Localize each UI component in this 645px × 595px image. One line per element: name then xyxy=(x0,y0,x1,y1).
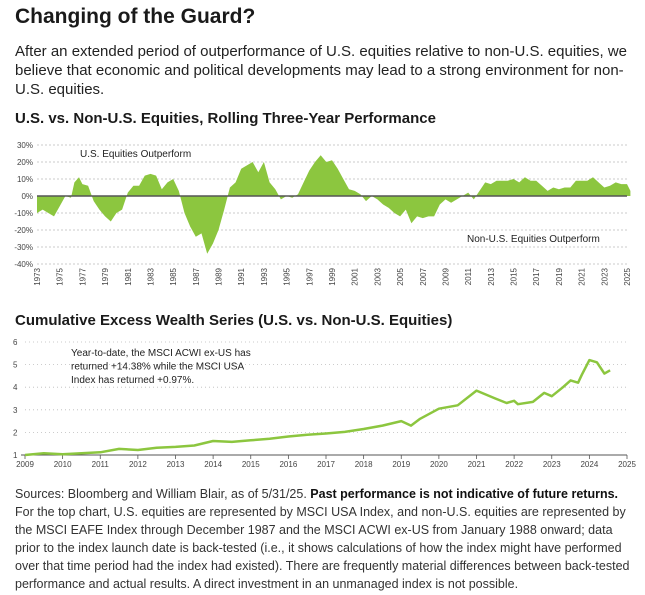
x-tick-label: 1977 xyxy=(78,267,87,285)
x-tick-label: 1995 xyxy=(283,267,292,285)
x-tick-label: 2012 xyxy=(129,460,147,469)
x-tick-label: 1973 xyxy=(33,267,42,285)
y-tick-label: 0% xyxy=(21,192,33,201)
x-tick-label: 2005 xyxy=(396,267,405,285)
x-tick-label: 2024 xyxy=(580,460,598,469)
x-tick-label: 2021 xyxy=(578,267,587,285)
x-tick-label: 2011 xyxy=(92,460,110,469)
x-tick-label: 2019 xyxy=(392,460,410,469)
footnote-sources: Sources: Bloomberg and William Blair, as… xyxy=(15,487,307,501)
chart2-title: Cumulative Excess Wealth Series (U.S. vs… xyxy=(15,312,453,329)
y-tick-label: 5 xyxy=(13,361,18,370)
y-tick-label: 2 xyxy=(13,428,18,437)
x-tick-label: 1981 xyxy=(124,267,133,285)
x-tick-label: 2003 xyxy=(373,267,382,285)
annotation-ytd-line: returned +14.38% while the MSCI USA xyxy=(71,362,244,373)
x-tick-label: 2009 xyxy=(16,460,34,469)
footnote-body: For the top chart, U.S. equities are rep… xyxy=(15,505,630,591)
x-tick-label: 2007 xyxy=(419,267,428,285)
x-tick-label: 2001 xyxy=(351,267,360,285)
x-tick-label: 2009 xyxy=(441,267,450,285)
annotation-ytd-line: Year-to-date, the MSCI ACWI ex-US has xyxy=(71,348,251,359)
y-tick-label: -10% xyxy=(14,209,33,218)
x-tick-label: 1987 xyxy=(192,267,201,285)
page-title: Changing of the Guard? xyxy=(15,5,256,28)
rolling-performance-chart: 30% 20% 10% 0% -10% -20% -30% -40%1973 1975 1977 1… xyxy=(14,141,632,286)
x-tick-label: 2025 xyxy=(623,267,632,285)
x-tick-label: 1983 xyxy=(146,267,155,285)
y-tick-label: 4 xyxy=(13,383,18,392)
x-tick-label: 2023 xyxy=(600,267,609,285)
x-tick-label: 1979 xyxy=(101,267,110,285)
x-tick-label: 2019 xyxy=(555,267,564,285)
excess-wealth-chart: 1 2 3 4 5 6 2009 2010 2011 2012 2013 2014 2015 2016 20… xyxy=(13,338,636,469)
x-tick-label: 2010 xyxy=(54,460,72,469)
x-tick-label: 2017 xyxy=(317,460,335,469)
x-tick-label: 2013 xyxy=(167,460,185,469)
annotation-ytd-line: Index has returned +0.97%. xyxy=(71,375,194,386)
area-series xyxy=(37,155,631,254)
x-tick-label: 2016 xyxy=(279,460,297,469)
y-tick-label: 20% xyxy=(17,158,33,167)
x-tick-label: 1993 xyxy=(260,267,269,285)
annotation-nonus-outperform: Non-U.S. Equities Outperform xyxy=(467,234,600,245)
x-tick-label: 2021 xyxy=(468,460,486,469)
x-tick-label: 1989 xyxy=(215,267,224,285)
x-tick-label: 2013 xyxy=(487,267,496,285)
x-tick-label: 1985 xyxy=(169,267,178,285)
x-tick-label: 2015 xyxy=(510,267,519,285)
y-tick-label: -40% xyxy=(14,260,33,269)
y-tick-label: 1 xyxy=(13,451,18,460)
annotation-us-outperform: U.S. Equities Outperform xyxy=(80,149,191,160)
x-tick-label: 2015 xyxy=(242,460,260,469)
x-tick-label: 2017 xyxy=(532,267,541,285)
x-tick-label: 2023 xyxy=(543,460,561,469)
x-tick-label: 2022 xyxy=(505,460,523,469)
chart1-title: U.S. vs. Non-U.S. Equities, Rolling Thre… xyxy=(15,110,436,127)
y-tick-label: 6 xyxy=(13,338,18,347)
x-tick-label: 2014 xyxy=(204,460,222,469)
intro-text: After an extended period of outperforman… xyxy=(15,43,628,98)
x-tick-label: 2011 xyxy=(464,267,473,285)
x-tick-label: 1975 xyxy=(56,267,65,285)
x-tick-label: 1999 xyxy=(328,267,337,285)
y-tick-label: -30% xyxy=(14,243,33,252)
y-tick-label: 30% xyxy=(17,141,33,150)
footnote: Sources: Bloomberg and William Blair, as… xyxy=(15,485,637,593)
line-series xyxy=(24,358,611,457)
y-tick-label: -20% xyxy=(14,226,33,235)
footnote-disclaimer: Past performance is not indicative of fu… xyxy=(310,487,618,501)
x-tick-label: 2018 xyxy=(355,460,373,469)
y-tick-label: 3 xyxy=(13,406,18,415)
x-tick-label: 1991 xyxy=(237,267,246,285)
y-tick-label: 10% xyxy=(17,175,33,184)
x-tick-label: 2020 xyxy=(430,460,448,469)
x-tick-label: 2025 xyxy=(618,460,636,469)
x-tick-label: 1997 xyxy=(305,267,314,285)
